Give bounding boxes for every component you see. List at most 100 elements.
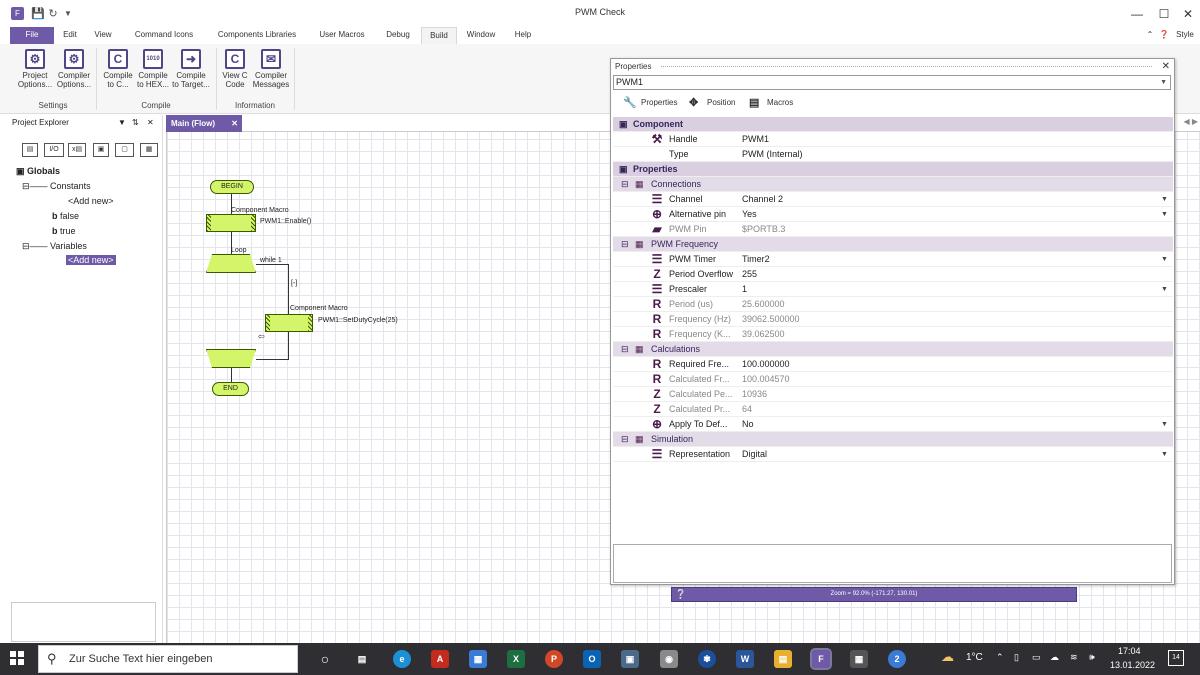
property-value[interactable]: 100.000000 (742, 359, 790, 369)
property-group-calculations[interactable]: ⊟ ▦ Calculations (613, 342, 1173, 357)
menu-window[interactable]: Window (466, 30, 496, 39)
variables-node[interactable]: ⊟—— Variables (22, 241, 87, 251)
photos-icon[interactable]: ▣ (621, 650, 639, 668)
minimize-button[interactable]: — (1131, 7, 1143, 21)
port-view-icon[interactable]: ▢ (115, 143, 134, 157)
store-icon[interactable]: ▦ (469, 650, 487, 668)
file-explorer-icon[interactable]: ▤ (774, 650, 792, 668)
cortana-icon[interactable]: ○ (320, 651, 330, 667)
compile-to-c-button[interactable]: C Compile to C... (99, 49, 137, 89)
property-row[interactable]: ⚒ Handle PWM1 (613, 132, 1173, 147)
property-row[interactable]: R Period (us) 25.600000 (613, 297, 1173, 312)
compile-to-hex-button[interactable]: 1010 Compile to HEX... (134, 49, 172, 89)
calculator-icon[interactable]: ▦ (850, 650, 868, 668)
show-hidden-icons-icon[interactable]: ⌃ (996, 652, 1004, 662)
property-row[interactable]: R Frequency (K... 39.062500 (613, 327, 1173, 342)
property-section-properties[interactable]: ▣ Properties (613, 162, 1173, 177)
close-tab-icon[interactable]: ✕ (231, 119, 238, 128)
tab-scroll-icon[interactable]: ◀ ▶ (1183, 117, 1198, 126)
chevron-down-icon[interactable]: ▼ (1161, 286, 1168, 293)
property-value[interactable]: No (742, 419, 754, 429)
property-value[interactable]: Timer2 (742, 254, 770, 264)
property-row[interactable]: ⊕ Apply To Def... No ▼ (613, 417, 1173, 432)
tab-macros[interactable]: ▤ Macros (749, 97, 794, 109)
events-view-icon[interactable]: ▦ (140, 143, 158, 157)
menu-components-libraries[interactable]: Components Libraries (217, 30, 297, 39)
loop-start-block[interactable] (206, 254, 256, 273)
undo-icon[interactable]: ↻ (48, 8, 58, 20)
constants-node[interactable]: ⊟—— Constants (22, 181, 91, 191)
io-view-icon[interactable]: I/O (44, 143, 64, 157)
chevron-down-icon[interactable]: ▼ (1161, 256, 1168, 263)
property-value[interactable]: 39.062500 (742, 329, 785, 339)
notifications-icon[interactable]: 14 (1168, 650, 1184, 666)
close-panel-icon[interactable]: ✕ (147, 118, 154, 127)
menu-debug[interactable]: Debug (386, 30, 410, 39)
menu-help[interactable]: Help (514, 30, 532, 39)
menu-user-macros[interactable]: User Macros (319, 30, 365, 39)
edge-icon[interactable]: e (393, 650, 411, 668)
chevron-down-icon[interactable]: ▼ (1161, 421, 1168, 428)
device-icon[interactable]: ▯ (1014, 652, 1019, 662)
add-new-constant[interactable]: <Add new> (68, 196, 114, 206)
property-row[interactable]: ▰ PWM Pin $PORTB.3 (613, 222, 1173, 237)
compiler-options-button[interactable]: ⚙ Compiler Options... (54, 49, 94, 89)
menu-build[interactable]: Build (421, 27, 457, 44)
outlook-icon[interactable]: O (583, 650, 601, 668)
maximize-button[interactable]: ☐ (1158, 7, 1170, 21)
help-circle-icon[interactable]: ❔ (675, 589, 687, 599)
property-row[interactable]: R Required Fre... 100.000000 (613, 357, 1173, 372)
clock-time[interactable]: 17:04 (1118, 646, 1141, 656)
property-row[interactable]: Type PWM (Internal) (613, 147, 1173, 162)
quick-access-dropdown-icon[interactable]: ▼ (64, 9, 72, 18)
close-properties-icon[interactable]: ✕ (1161, 61, 1170, 72)
macro-view-icon[interactable]: x▤ (68, 143, 86, 157)
project-options-button[interactable]: ⚙ Project Options... (14, 49, 56, 89)
collapse-icon[interactable]: ⊟ (621, 434, 629, 444)
wifi-icon[interactable]: ≋ (1070, 652, 1078, 662)
tab-properties[interactable]: 🔧 Properties (623, 97, 678, 109)
chevron-down-icon[interactable]: ▼ (1160, 79, 1167, 86)
property-row[interactable]: R Calculated Fr... 100.004570 (613, 372, 1173, 387)
chevron-down-icon[interactable]: ▼ (1161, 451, 1168, 458)
pin-icon[interactable]: ⇅ (132, 118, 139, 127)
excel-icon[interactable]: X (507, 650, 525, 668)
property-row[interactable]: ⊕ Alternative pin Yes ▼ (613, 207, 1173, 222)
powerpoint-icon[interactable]: P (545, 650, 563, 668)
property-value[interactable]: 255 (742, 269, 758, 279)
collapse-icon[interactable]: ⊟ (621, 179, 629, 189)
property-value[interactable]: Channel 2 (742, 194, 784, 204)
compile-to-target-button[interactable]: ➜ Compile to Target... (170, 49, 212, 89)
taskbar-search-input[interactable]: ⚲ Zur Suche Text hier eingeben (38, 645, 298, 673)
chevron-down-icon[interactable]: ▼ (1161, 196, 1168, 203)
macro1-block[interactable] (206, 214, 256, 232)
property-group-connections[interactable]: ⊟ ▦ Connections (613, 177, 1173, 192)
style-menu[interactable]: Style (1176, 30, 1194, 39)
property-section-component[interactable]: ▣ Component (613, 117, 1173, 132)
property-value[interactable]: 25.600000 (742, 299, 785, 309)
collapse-loop-toggle[interactable]: [-] (291, 280, 298, 287)
begin-terminal[interactable]: BEGIN (210, 180, 254, 194)
globals-view-icon[interactable]: ▤ (22, 143, 38, 157)
component-view-icon[interactable]: ▣ (93, 143, 109, 157)
compiler-messages-button[interactable]: ✉ Compiler Messages (250, 49, 292, 89)
property-value[interactable]: 39062.500000 (742, 314, 800, 324)
property-value[interactable]: 100.004570 (742, 374, 790, 384)
collapse-icon[interactable]: ⊟ (621, 239, 629, 249)
vpn-icon[interactable]: ✾ (698, 650, 716, 668)
pdf-app-icon[interactable]: A (431, 650, 449, 668)
tab-main-flow[interactable]: Main (Flow) ✕ (166, 115, 242, 132)
false-constant[interactable]: b false (52, 211, 80, 221)
property-row[interactable]: ☰ Channel Channel 2 ▼ (613, 192, 1173, 207)
property-value[interactable]: 64 (742, 404, 753, 414)
property-row[interactable]: ☰ PWM Timer Timer2 ▼ (613, 252, 1173, 267)
property-row[interactable]: Z Period Overflow 255 (613, 267, 1173, 282)
collapse-icon[interactable]: ⊟ (621, 344, 629, 354)
flowcode-taskbar-icon[interactable]: F (810, 648, 832, 670)
help-icon[interactable]: ❓ (1159, 30, 1169, 39)
macro2-block[interactable] (265, 314, 313, 332)
battery-icon[interactable]: ▭ (1032, 652, 1041, 662)
property-row[interactable]: ☰ Prescaler 1 ▼ (613, 282, 1173, 297)
word-icon[interactable]: W (736, 650, 754, 668)
component-selector[interactable]: PWM1 ▼ (613, 75, 1171, 90)
